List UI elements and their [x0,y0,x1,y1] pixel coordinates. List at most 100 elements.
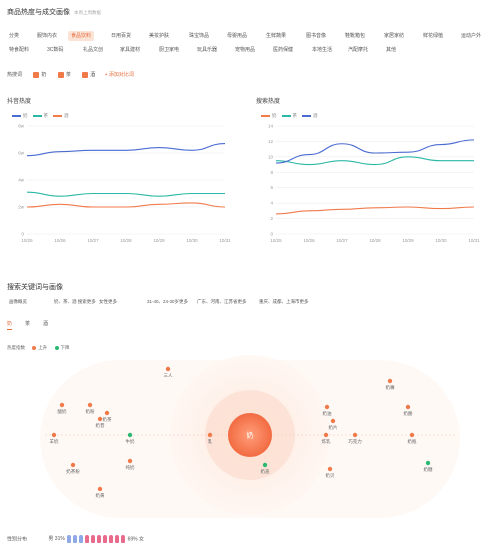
keyword-dot[interactable] [207,432,213,438]
filter-item[interactable]: 酒 [90,72,96,78]
category-item[interactable]: 玩具乐器 [197,47,218,53]
keyword-dot[interactable] [262,462,268,468]
keyword-label[interactable]: 奶嘴 [386,384,395,391]
category-item[interactable]: 美妆护肤 [149,33,170,39]
down-dot-icon [54,345,59,350]
center-bubble[interactable] [228,413,272,457]
category-item[interactable]: 汽配摩托 [348,47,369,53]
portrait-tag[interactable]: 31-40、24-30岁更多 [147,299,189,304]
tab-wine[interactable]: 酒 [43,321,49,327]
keyword-dot[interactable] [425,460,431,466]
portrait-tag[interactable]: 重庆、成都、上海市更多 [259,299,309,304]
x-tick-label: 10/26 [303,238,315,243]
keyword-dot[interactable] [97,486,103,492]
keyword-dot[interactable] [330,418,336,424]
portrait-tag[interactable]: 奶、茶、酒 搜索更多 [54,299,96,304]
category-item[interactable]: 宠物用品 [235,47,256,53]
keyword-label[interactable]: 奶片 [329,424,338,431]
keyword-label[interactable]: 奶茶 [103,416,112,423]
checkbox-icon[interactable] [82,71,89,78]
category-item[interactable]: 家居家纺 [384,33,405,39]
category-item[interactable]: 3C数码 [47,47,64,53]
keyword-label[interactable]: 三人 [164,373,173,378]
keyword-label[interactable]: 奶茶粉 [66,468,80,475]
keyword-dot[interactable] [97,416,103,422]
keyword-label[interactable]: 炼乳 [322,438,331,445]
keyword-label[interactable]: 奶粉 [86,408,95,415]
legend-label[interactable]: 酒 [313,113,318,118]
legend-label[interactable]: 奶 [272,113,277,118]
portrait-tag[interactable]: 女性更多 [99,299,117,304]
keyword-label[interactable]: 奶糖 [424,466,433,473]
keyword-label[interactable]: 奶油 [323,410,332,417]
category-item[interactable]: 鞋靴箱包 [345,33,366,39]
category-item[interactable]: 本地生活 [312,47,333,53]
filter-item[interactable]: 茶 [65,72,71,78]
tab-milk[interactable]: 奶 [7,321,13,330]
legend-label[interactable]: 奶 [23,113,28,118]
category-item[interactable]: 其他 [386,47,397,53]
keyword-dot[interactable] [51,432,57,438]
keyword-label[interactable]: 牛奶 [126,438,135,445]
keyword-dot[interactable] [327,466,333,472]
legend-label[interactable]: 茶 [292,113,298,118]
keyword-label[interactable]: 巧克力 [348,438,362,445]
keyword-dot[interactable] [387,378,393,384]
keyword-label[interactable]: 奶昔 [96,422,105,429]
keyword-label[interactable]: 羊奶 [50,438,59,445]
keyword-dot[interactable] [70,462,76,468]
keyword-label[interactable]: 奶酪 [404,410,413,417]
keyword-dot[interactable] [165,366,171,372]
series-line [275,139,475,164]
keyword-label[interactable]: 奶黄 [96,492,105,499]
y-tick-label: 2 [270,216,273,221]
category-item[interactable]: 厨卫家电 [159,47,180,53]
category-item[interactable]: 鲜花绿植 [423,33,444,39]
checkbox-icon[interactable] [33,71,40,78]
category-item[interactable]: 家具建材 [120,47,141,53]
category-item[interactable]: 特食配料 [9,47,30,53]
keyword-dot[interactable] [127,458,133,464]
keyword-dot[interactable] [127,432,133,438]
category-item[interactable]: 礼品文创 [83,47,104,53]
keyword-label[interactable]: 奶盖 [261,468,270,475]
keyword-dot[interactable] [323,432,329,438]
category-item[interactable]: 食品饮料 [68,31,95,41]
keyword-dot[interactable] [405,404,411,410]
y-tick-label: 0 [21,232,24,237]
keyword-dot[interactable] [87,402,93,408]
line-chart: 0 2w 4w 6w 8w 10/25 10/26 10/27 10/28 10/29 10/30 1… [18,124,231,244]
category-item[interactable]: 医药保健 [273,47,294,53]
checkbox-icon[interactable] [57,71,64,78]
add-compare-button[interactable]: + 添加对比词 [104,72,134,78]
legend-label[interactable]: 酒 [64,113,69,118]
y-tick-label: 8w [18,124,25,129]
filter-item[interactable]: 奶 [41,72,47,78]
series-line [26,191,225,197]
male-percent: 男 31% [48,536,65,543]
category-item[interactable]: 服饰内衣 [37,33,58,39]
category-item[interactable]: 珠宝饰品 [189,33,210,39]
keyword-label[interactable]: 酸奶 [58,408,67,415]
keyword-dot[interactable] [409,432,415,438]
category-item[interactable]: 图书音像 [306,33,327,39]
keyword-label[interactable]: 纯奶 [126,464,135,471]
keyword-dot[interactable] [104,410,110,416]
tab-tea[interactable]: 茶 [25,321,31,327]
keyword-dot[interactable] [59,402,65,408]
keyword-label[interactable]: 乳 [208,438,213,444]
y-tick-label: 4 [270,201,273,206]
category-item[interactable]: 生鲜蔬果 [266,33,287,39]
category-item[interactable]: 运动户外 [461,33,482,39]
y-tick-label: 6w [18,151,25,156]
x-tick-label: 10/25 [21,238,33,243]
keyword-label[interactable]: 奶贝 [326,472,335,479]
keyword-dot[interactable] [324,404,330,410]
keyword-dot[interactable] [352,432,358,438]
keyword-label[interactable]: 奶瓶 [408,438,417,445]
category-item[interactable]: 日用百货 [111,33,132,39]
portrait-tag[interactable]: 广东、河南、江苏省更多 [197,299,247,304]
category-item[interactable]: 分类 [9,33,20,39]
legend-label[interactable]: 茶 [43,113,49,118]
category-item[interactable]: 母婴用品 [227,33,248,39]
